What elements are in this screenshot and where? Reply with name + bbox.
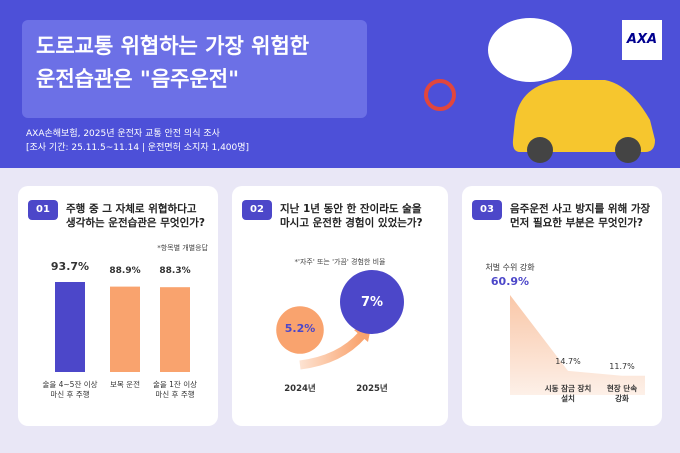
number-badge <box>28 200 58 220</box>
category-label: 술을 4~5잔 이상 마신 후 주행 <box>42 380 98 400</box>
category-label: 현장 단속 강화 <box>606 384 638 404</box>
thought-bubble <box>488 18 572 82</box>
number-badge <box>472 200 502 220</box>
category-label: 시동 잠금 장치 설치 <box>544 384 592 404</box>
source: AXA손해보험, 2025년 운전자 교통 안전 의식 조사 <box>26 129 220 139</box>
number: 02 <box>250 204 264 215</box>
panel-title: 지난 1년 동안 한 잔이라도 술을 마시고 운전한 경험이 있었는가? <box>280 203 423 230</box>
area <box>510 295 645 395</box>
value-label: 5.2% <box>284 322 316 335</box>
bar <box>110 286 140 372</box>
title-box <box>22 20 367 118</box>
value-label: 88.9% <box>109 265 141 276</box>
value-label: 11.7% <box>609 361 635 371</box>
bubble <box>340 270 404 334</box>
period: [조사 기간: 25.11.5~11.14 | 운전면허 소지자 1,400명] <box>26 143 250 153</box>
category-label: 보복 운전 <box>110 380 140 389</box>
value-label: 88.3% <box>159 266 191 277</box>
number-badge <box>242 200 272 220</box>
number: 03 <box>480 204 494 215</box>
category-label: 2024년 <box>284 384 316 394</box>
value-label: 7% <box>360 295 384 310</box>
value-label: 60.9% <box>490 275 530 288</box>
panel-title: 음주운전 사고 방지를 위해 가장 먼저 필요한 부분은 무엇인가? <box>510 203 651 230</box>
car-illustration <box>512 80 655 152</box>
car-wheel <box>615 137 641 163</box>
note: *'자주' 또는 '가끔' 경험한 비율 <box>294 258 386 266</box>
trend-arrow <box>299 331 366 370</box>
category-label: 처벌 수위 강화 <box>485 263 535 272</box>
bar <box>160 287 190 372</box>
title: 도로교통 위협하는 가장 위험한 운전습관은 "음주운전" <box>36 34 310 91</box>
card <box>232 186 448 426</box>
category-label: 술을 1잔 이상 마신 후 주행 <box>152 380 198 400</box>
note: *항목별 개별응답 <box>157 244 208 252</box>
bubble <box>276 306 324 354</box>
no-sign <box>424 79 456 111</box>
panel-title: 주행 중 그 자체로 위협하다고 생각하는 운전습관은 무엇인가? <box>66 203 205 230</box>
car-wheel <box>527 137 553 163</box>
bar <box>55 282 85 372</box>
number: 01 <box>36 204 50 215</box>
value-label: 93.7% <box>50 260 90 273</box>
value-label: 14.7% <box>555 356 581 366</box>
category-label: 2025년 <box>356 384 388 394</box>
logo: AXA <box>626 32 658 47</box>
logo-box <box>622 20 662 60</box>
